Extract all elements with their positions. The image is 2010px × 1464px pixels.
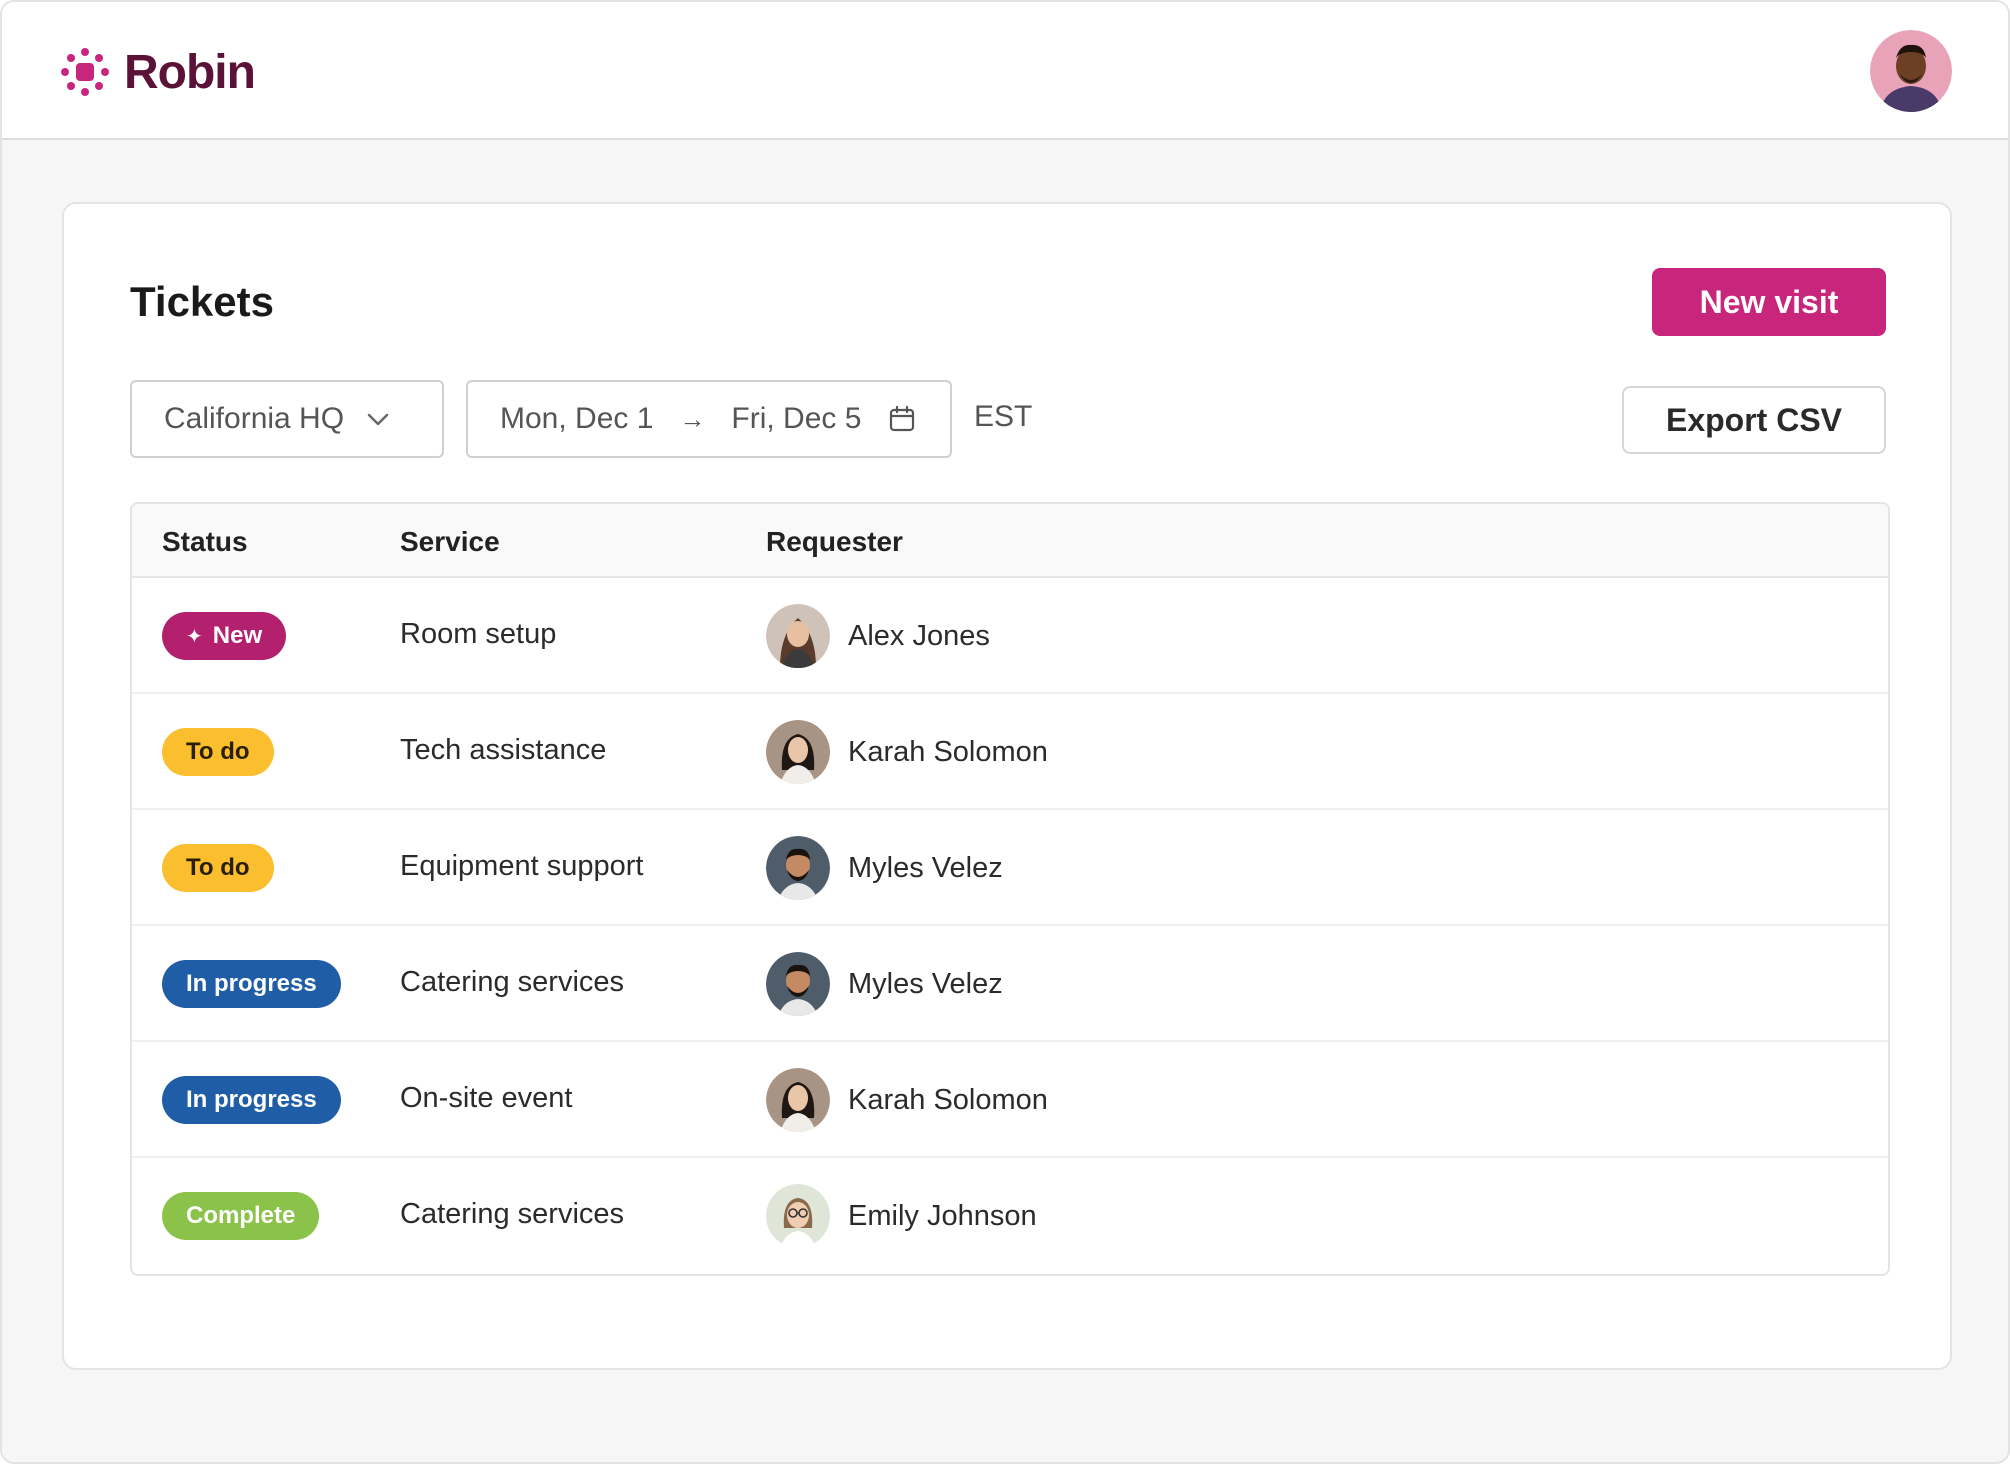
status-badge: To do: [162, 844, 274, 892]
service-cell: Tech assistance: [400, 734, 607, 766]
table-row[interactable]: ✦ New Room setup Alex Jones: [132, 578, 1888, 694]
table-row[interactable]: To do Tech assistance Karah Solomon: [132, 694, 1888, 810]
status-badge-label: To do: [186, 854, 250, 881]
requester-avatar: [766, 604, 830, 668]
status-badge-label: In progress: [186, 970, 317, 997]
requester-name: Myles Velez: [848, 967, 1003, 1000]
column-header-requester[interactable]: Requester: [766, 526, 903, 557]
chevron-down-icon: [367, 413, 389, 426]
arrow-right-icon: →: [679, 403, 706, 434]
table-row[interactable]: In progress Catering services Myles Vele…: [132, 926, 1888, 1042]
service-cell: Catering services: [400, 1198, 625, 1230]
status-badge-label: In progress: [186, 1086, 317, 1113]
timezone-label: EST: [974, 400, 1033, 433]
export-csv-button[interactable]: Export CSV: [1622, 386, 1886, 454]
requester-name: Karah Solomon: [848, 1083, 1048, 1116]
requester-name: Alex Jones: [848, 619, 990, 652]
status-badge: Complete: [162, 1192, 320, 1240]
status-badge: In progress: [162, 960, 341, 1008]
service-cell: Equipment support: [400, 850, 644, 882]
tickets-table: Status Service Requester ✦ New Room setu…: [130, 502, 1890, 1276]
location-select[interactable]: California HQ: [130, 380, 444, 458]
calendar-icon: [890, 405, 915, 432]
column-header-service[interactable]: Service: [400, 526, 500, 557]
status-badge-label: Complete: [186, 1202, 296, 1229]
service-cell: Catering services: [400, 966, 625, 998]
date-start: Mon, Dec 1: [500, 402, 654, 435]
new-visit-button[interactable]: New visit: [1652, 268, 1886, 336]
date-range-picker[interactable]: Mon, Dec 1 → Fri, Dec 5: [466, 380, 952, 458]
table-row[interactable]: To do Equipment support Myles Velez: [132, 810, 1888, 926]
user-avatar[interactable]: [1870, 30, 1952, 112]
date-end: Fri, Dec 5: [731, 402, 862, 435]
requester-cell: Karah Solomon: [766, 720, 1048, 784]
location-select-value: California HQ: [164, 402, 345, 435]
column-header-status[interactable]: Status: [162, 526, 248, 557]
status-badge: To do: [162, 728, 274, 776]
robin-logo-icon: [61, 48, 109, 96]
requester-cell: Karah Solomon: [766, 1068, 1048, 1132]
status-badge: In progress: [162, 1076, 341, 1124]
brand-name: Robin: [124, 45, 256, 99]
requester-cell: Alex Jones: [766, 604, 990, 668]
requester-avatar: [766, 836, 830, 900]
requester-avatar: [766, 952, 830, 1016]
table-row[interactable]: Complete Catering services Emily Johnson: [132, 1158, 1888, 1274]
requester-avatar: [766, 1068, 830, 1132]
requester-cell: Myles Velez: [766, 952, 1003, 1016]
service-cell: On-site event: [400, 1082, 573, 1114]
service-cell: Room setup: [400, 618, 557, 650]
requester-cell: Myles Velez: [766, 836, 1003, 900]
status-badge-label: New: [212, 622, 263, 649]
table-row[interactable]: In progress On-site event Karah Solomon: [132, 1042, 1888, 1158]
requester-avatar: [766, 1184, 830, 1248]
tickets-card: Tickets New visit California HQ Mon, Dec…: [62, 202, 1952, 1370]
requester-cell: Emily Johnson: [766, 1184, 1037, 1248]
requester-name: Emily Johnson: [848, 1199, 1037, 1232]
status-badge: ✦ New: [162, 612, 287, 660]
requester-name: Karah Solomon: [848, 735, 1048, 768]
status-badge-label: To do: [186, 738, 250, 765]
top-bar: Robin: [2, 2, 2008, 140]
table-header: Status Service Requester: [132, 504, 1888, 578]
requester-name: Myles Velez: [848, 851, 1003, 884]
requester-avatar: [766, 720, 830, 784]
page-title: Tickets: [130, 278, 274, 325]
brand-logo[interactable]: Robin: [60, 45, 256, 99]
user-avatar-icon: [1870, 30, 1952, 112]
sparkle-icon: ✦: [186, 625, 203, 648]
